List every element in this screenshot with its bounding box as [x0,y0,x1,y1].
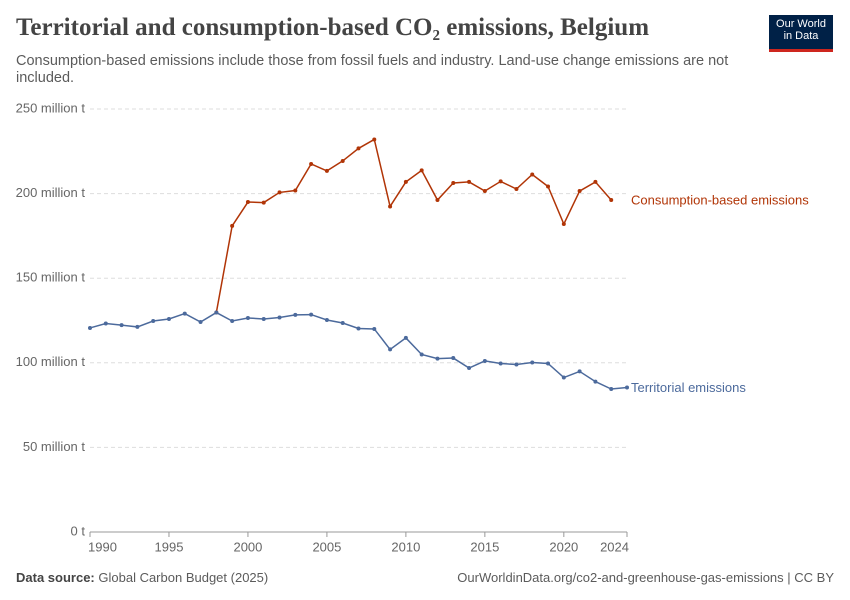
data-point [482,358,487,363]
data-point [372,326,377,331]
data-point [530,360,535,365]
x-tick-label: 2020 [549,539,578,554]
data-point [261,316,266,321]
data-point [230,223,235,228]
x-tick-label: 1990 [88,539,117,554]
series-label: Territorial emissions [631,380,746,395]
data-point [561,375,566,380]
data-point [277,190,282,195]
data-point [625,385,629,390]
chart-subtitle: Consumption-based emissions include thos… [16,53,729,86]
y-tick-label: 0 t [71,523,86,538]
data-point [451,356,456,361]
data-point [135,324,140,329]
y-tick-label: 150 million t [16,270,86,285]
data-point [467,366,472,371]
data-point [577,369,582,374]
data-point [419,352,424,357]
data-point [467,179,472,184]
data-point [435,198,440,203]
data-point [324,317,329,322]
x-tick-label: 2024 [600,539,629,554]
data-point [546,184,551,189]
url[interactable]: OurWorldinData.org/co2-and-greenhouse-ga… [457,570,834,585]
x-tick-label: 2010 [391,539,420,554]
data-point [166,316,171,321]
data-point [245,200,250,205]
data-point [230,319,235,324]
data-point [609,198,614,203]
data-point [261,200,266,205]
data-point [388,347,393,352]
logo-line: Our World [776,18,826,30]
source-text: Global Carbon Budget (2025) [98,570,269,585]
data-point [435,356,440,361]
y-tick-label: 100 million t [16,354,86,369]
data-point [198,320,203,325]
series-label: Consumption-based emissions [631,192,809,207]
data-point [530,172,535,177]
data-point [482,189,487,194]
data-point [277,315,282,320]
x-tick-label: 2005 [312,539,341,554]
data-point [514,187,519,192]
logo[interactable]: Our World in Data [769,15,833,52]
source: Data source: Global Carbon Budget (2025) [16,570,268,585]
series-line [89,311,628,390]
data-point [103,321,108,326]
data-point [88,325,92,330]
x-tick-label: 2000 [233,539,262,554]
chart-title: Territorial and consumption-based CO₂ em… [16,14,650,41]
data-point [340,158,345,163]
x-tick-label: 2015 [470,539,499,554]
data-point [356,326,361,331]
data-point [182,311,187,316]
data-point [309,161,314,166]
data-point [324,168,329,173]
data-point [593,379,598,384]
y-tick-label: 50 million t [23,439,86,454]
data-point [577,189,582,194]
data-point [609,387,614,392]
data-point [514,362,519,367]
data-point [593,179,598,184]
data-point [340,321,345,326]
y-tick-label: 250 million t [16,100,86,115]
data-point [293,312,298,317]
data-point [546,361,551,366]
series-line [215,138,612,313]
data-point [372,137,377,142]
data-point [388,204,393,209]
data-point [309,312,314,317]
data-point [293,188,298,193]
source-label: Data source: [16,570,95,585]
data-point [561,222,566,227]
data-point [419,168,424,173]
data-point [214,310,219,315]
data-point [151,319,156,324]
data-point [498,179,503,184]
x-tick-label: 1995 [155,539,184,554]
y-tick-label: 200 million t [16,185,86,200]
data-point [498,361,503,366]
data-point [119,323,124,328]
data-point [403,335,408,340]
data-point [245,315,250,320]
data-point [451,180,456,185]
logo-line: in Data [783,30,819,42]
data-point [403,179,408,184]
data-point [356,146,361,151]
